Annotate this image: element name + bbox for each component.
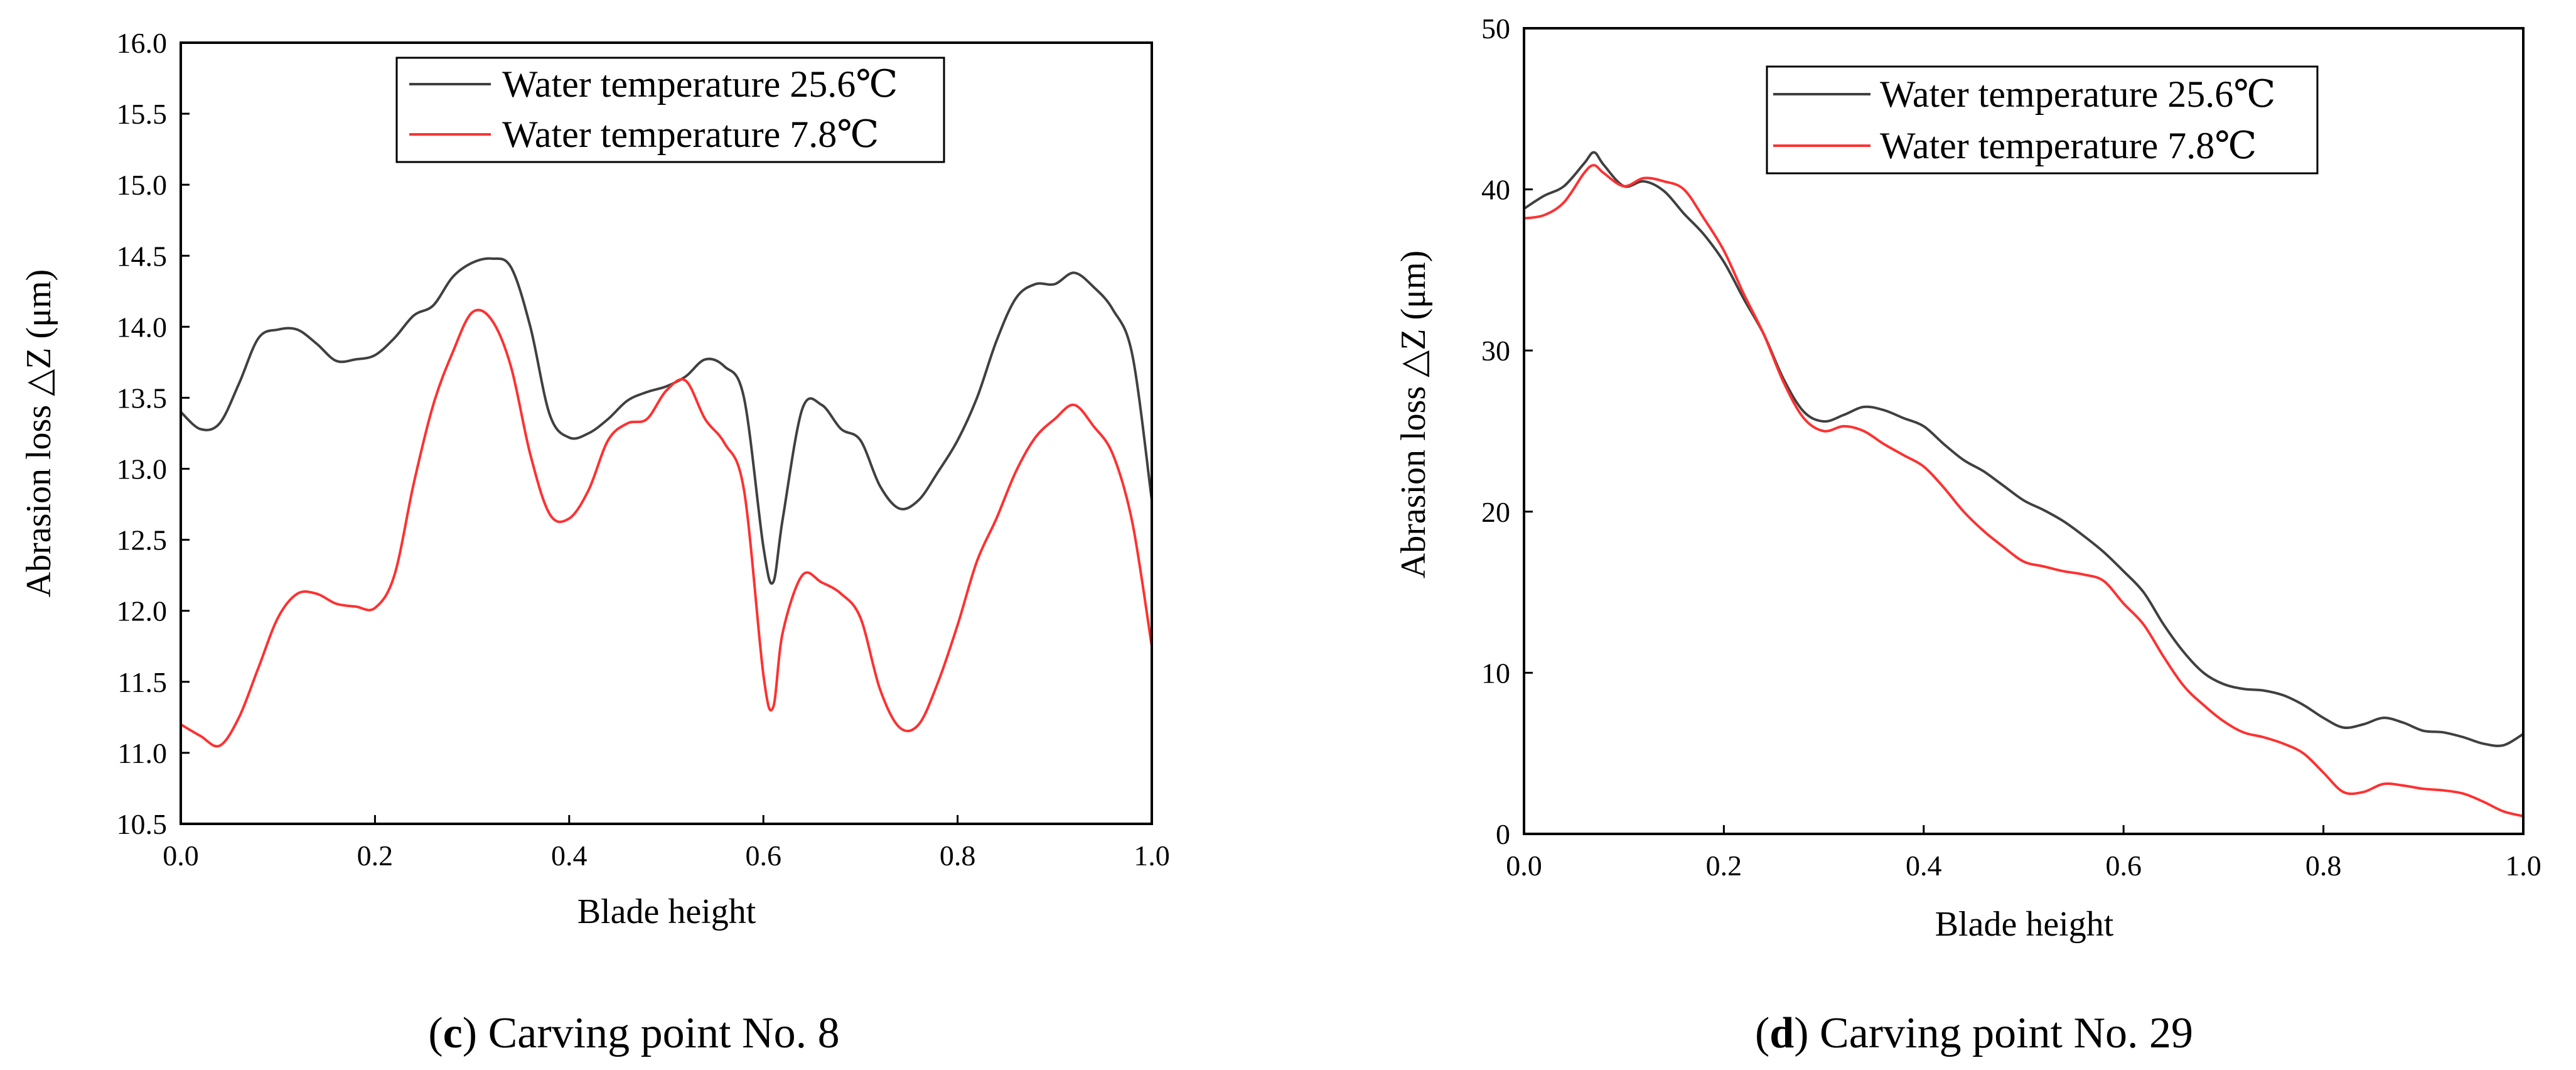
y-tick-label-c-8: 14.5 bbox=[117, 240, 168, 272]
legend-d: Water temperature 25.6℃ Water temperatur… bbox=[1766, 65, 2319, 175]
series-line-d-0 bbox=[1523, 151, 2525, 747]
y-tick-label-d-3: 30 bbox=[1481, 335, 1510, 367]
x-tick-label-d-0: 0.0 bbox=[1506, 850, 1542, 882]
legend-label-c-1: Water temperature 7.8℃ bbox=[502, 114, 879, 155]
caption-text-d: Carving point No. 29 bbox=[1820, 1009, 2193, 1057]
series-line-c-1 bbox=[180, 308, 1153, 748]
x-tick-label-d-1: 0.2 bbox=[1706, 850, 1742, 882]
x-axis-label-d: Blade height bbox=[1935, 905, 2114, 944]
x-tick-label-c-5: 1.0 bbox=[1134, 840, 1170, 872]
plot-frame-d bbox=[1523, 27, 2525, 835]
x-ticks-d: 0.0 0.2 0.4 0.6 0.8 1.0 bbox=[1506, 825, 2541, 882]
x-tick-label-d-3: 0.6 bbox=[2105, 850, 2142, 882]
y-tick-label-c-7: 14.0 bbox=[117, 311, 168, 343]
y-tick-label-d-4: 40 bbox=[1481, 174, 1510, 206]
y-tick-label-c-6: 13.5 bbox=[117, 382, 168, 414]
y-tick-label-c-3: 12.0 bbox=[117, 595, 168, 627]
series-line-d-1 bbox=[1523, 164, 2524, 818]
x-tick-label-d-2: 0.4 bbox=[1906, 850, 1942, 882]
caption-c: (c) Carving point No. 8 bbox=[428, 1009, 839, 1057]
plot-frame-c bbox=[180, 41, 1153, 825]
y-tick-label-c-2: 11.5 bbox=[117, 666, 167, 698]
y-tick-label-c-10: 15.5 bbox=[117, 98, 168, 130]
caption-d: (d) Carving point No. 29 bbox=[1755, 1009, 2193, 1057]
legend-label-d-0: Water temperature 25.6℃ bbox=[1880, 73, 2275, 115]
x-tick-label-c-3: 0.6 bbox=[745, 840, 781, 872]
legend-label-c-0: Water temperature 25.6℃ bbox=[502, 63, 898, 105]
x-tick-label-c-1: 0.2 bbox=[357, 840, 394, 872]
y-tick-label-c-0: 10.5 bbox=[117, 808, 168, 840]
y-tick-label-c-9: 15.0 bbox=[117, 169, 168, 201]
x-ticks-c: 0.0 0.2 0.4 0.6 0.8 1.0 bbox=[163, 815, 1170, 872]
caption-text-c: Carving point No. 8 bbox=[488, 1009, 840, 1057]
legend-box-c bbox=[395, 57, 945, 163]
series-line-c-0 bbox=[180, 257, 1153, 585]
legend-label-d-1: Water temperature 7.8℃ bbox=[1880, 125, 2257, 166]
caption-letter-c: c bbox=[443, 1009, 463, 1057]
x-tick-label-d-4: 0.8 bbox=[2305, 850, 2342, 882]
y-ticks-d: 0 10 20 30 40 50 bbox=[1481, 13, 1533, 850]
x-tick-label-c-4: 0.8 bbox=[940, 840, 976, 872]
y-tick-label-c-1: 11.0 bbox=[117, 737, 167, 769]
y-axis-label-c: Abrasion loss △Z (μm) bbox=[19, 269, 58, 598]
y-axis-label-d: Abrasion loss △Z (μm) bbox=[1394, 251, 1433, 579]
y-tick-label-d-1: 10 bbox=[1481, 657, 1510, 689]
x-axis-label-c: Blade height bbox=[577, 892, 756, 931]
y-tick-label-c-4: 12.5 bbox=[117, 524, 168, 556]
legend-c: Water temperature 25.6℃ Water temperatur… bbox=[395, 57, 945, 163]
y-tick-label-c-5: 13.0 bbox=[117, 453, 168, 485]
panel-c: 0.0 0.2 0.4 0.6 0.8 1.0 10.511.011.512.012.51… bbox=[19, 27, 1170, 1057]
panel-d: 0.0 0.2 0.4 0.6 0.8 1.0 0 10 20 30 40 50 Water tem… bbox=[1394, 13, 2541, 1057]
y-tick-label-d-0: 0 bbox=[1496, 818, 1510, 850]
x-tick-label-c-0: 0.0 bbox=[163, 840, 199, 872]
y-ticks-c: 10.5 11.0 11.5 12.0 12.5 13.0 13.5 14.0 14.5 15.0… bbox=[117, 27, 190, 840]
caption-letter-d: d bbox=[1769, 1009, 1794, 1057]
x-tick-label-c-2: 0.4 bbox=[551, 840, 588, 872]
series-lines-c bbox=[180, 257, 1153, 748]
series-lines-d bbox=[1523, 151, 2525, 818]
y-tick-label-d-5: 50 bbox=[1481, 13, 1510, 45]
x-tick-label-d-5: 1.0 bbox=[2505, 850, 2541, 882]
legend-box-d bbox=[1766, 65, 2319, 175]
y-tick-label-c-11: 16.0 bbox=[117, 27, 168, 59]
y-tick-label-d-2: 20 bbox=[1481, 496, 1510, 528]
